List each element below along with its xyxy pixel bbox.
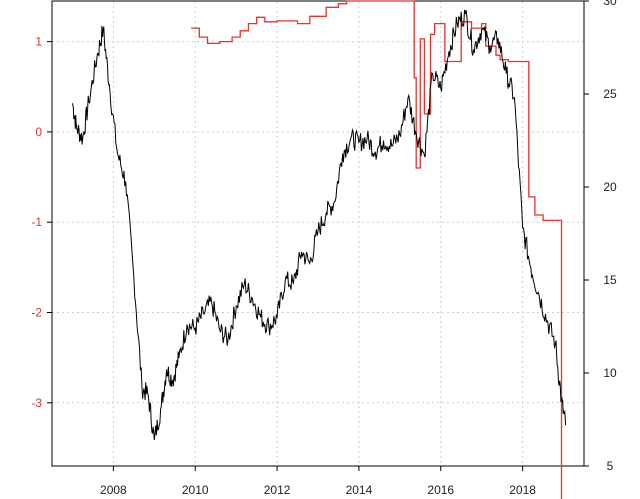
x-axis-tick-label: 2018 xyxy=(509,483,536,497)
right-axis-tick-label: 5 xyxy=(607,459,614,473)
right-axis-tick-label: 15 xyxy=(603,273,617,287)
grid-lines xyxy=(52,1,584,466)
x-axis-tick-label: 2016 xyxy=(427,483,454,497)
plot-area-frame xyxy=(51,0,585,467)
left-axis-tick-label: -2 xyxy=(31,306,42,320)
right-axis-tick-label: 25 xyxy=(603,87,617,101)
series-line-red-step xyxy=(191,0,563,499)
x-axis-tick-label: 2010 xyxy=(182,483,209,497)
series-line-black xyxy=(72,9,567,441)
left-axis-tick-label: 1 xyxy=(35,35,42,49)
x-axis-tick-label: 2008 xyxy=(100,483,127,497)
x-axis: 2008 2010 2012 2014 2016 2018 xyxy=(100,466,536,497)
series-layer xyxy=(72,0,567,499)
right-axis-tick-label: 30 xyxy=(603,0,617,8)
left-y-axis: 1 0 -1 -2 -3 xyxy=(31,35,52,410)
right-axis-tick-label: 10 xyxy=(603,366,617,380)
right-y-axis: 30 25 20 15 10 5 xyxy=(584,0,617,473)
left-axis-tick-label: -3 xyxy=(31,396,42,410)
right-axis-tick-label: 20 xyxy=(603,180,617,194)
left-axis-tick-label: 0 xyxy=(35,125,42,139)
left-axis-tick-label: -1 xyxy=(31,215,42,229)
x-axis-tick-label: 2012 xyxy=(264,483,291,497)
x-axis-tick-label: 2014 xyxy=(346,483,373,497)
